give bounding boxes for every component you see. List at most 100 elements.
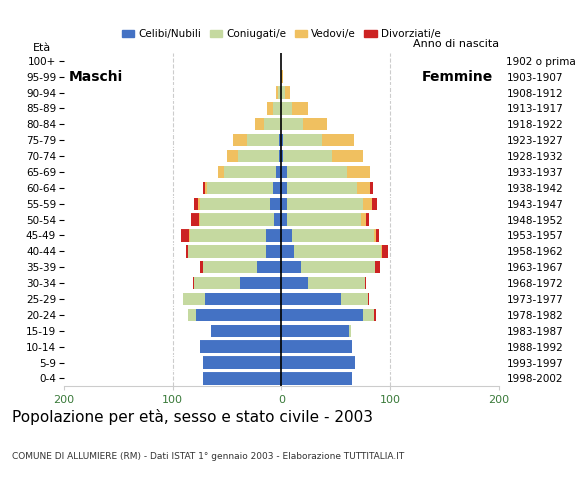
- Bar: [200, 340, 281, 353]
- Bar: [238, 150, 281, 162]
- Bar: [281, 166, 347, 178]
- Bar: [188, 309, 281, 321]
- Bar: [281, 86, 285, 99]
- Bar: [281, 71, 284, 83]
- Bar: [281, 166, 371, 178]
- Bar: [270, 197, 281, 210]
- Bar: [203, 372, 281, 384]
- Text: Popolazione per età, sesso e stato civile - 2003: Popolazione per età, sesso e stato civil…: [12, 409, 372, 425]
- Bar: [281, 340, 352, 353]
- Bar: [281, 197, 287, 210]
- Bar: [281, 229, 374, 242]
- Bar: [203, 356, 281, 369]
- Bar: [281, 102, 309, 115]
- Bar: [281, 86, 290, 99]
- Bar: [203, 261, 281, 274]
- Bar: [281, 134, 284, 146]
- Bar: [281, 261, 375, 274]
- Bar: [211, 324, 281, 337]
- Bar: [281, 102, 309, 115]
- Bar: [273, 181, 281, 194]
- Bar: [281, 277, 365, 289]
- Bar: [274, 214, 281, 226]
- Bar: [281, 134, 354, 146]
- Bar: [194, 197, 281, 210]
- Bar: [281, 197, 377, 210]
- Bar: [203, 356, 281, 369]
- Bar: [281, 372, 352, 384]
- Bar: [281, 181, 357, 194]
- Bar: [203, 372, 281, 384]
- Bar: [281, 150, 363, 162]
- Bar: [281, 356, 355, 369]
- Bar: [200, 340, 281, 353]
- Bar: [267, 102, 281, 115]
- Bar: [281, 181, 373, 194]
- Bar: [281, 340, 352, 353]
- Bar: [279, 150, 281, 162]
- Text: Maschi: Maschi: [69, 70, 124, 84]
- Bar: [183, 293, 281, 305]
- Bar: [200, 340, 281, 353]
- Bar: [281, 309, 374, 321]
- Bar: [211, 324, 281, 337]
- Bar: [281, 261, 375, 274]
- Bar: [233, 134, 281, 146]
- Bar: [188, 309, 281, 321]
- Bar: [281, 309, 363, 321]
- Bar: [281, 356, 355, 369]
- Bar: [181, 229, 281, 242]
- Bar: [281, 340, 352, 353]
- Bar: [211, 324, 281, 337]
- Bar: [281, 293, 368, 305]
- Bar: [281, 277, 309, 289]
- Bar: [218, 166, 281, 178]
- Bar: [276, 166, 281, 178]
- Bar: [203, 181, 281, 194]
- Bar: [279, 134, 281, 146]
- Bar: [281, 86, 290, 99]
- Bar: [266, 229, 281, 242]
- Bar: [200, 261, 281, 274]
- Bar: [224, 166, 281, 178]
- Bar: [281, 309, 376, 321]
- Bar: [281, 102, 292, 115]
- Bar: [281, 134, 321, 146]
- Bar: [281, 293, 369, 305]
- Bar: [281, 245, 295, 258]
- Bar: [194, 277, 281, 289]
- Bar: [281, 324, 349, 337]
- Bar: [267, 102, 281, 115]
- Text: COMUNE DI ALLUMIERE (RM) - Dati ISTAT 1° gennaio 2003 - Elaborazione TUTTITALIA.: COMUNE DI ALLUMIERE (RM) - Dati ISTAT 1°…: [12, 452, 404, 461]
- Bar: [203, 372, 281, 384]
- Bar: [264, 118, 281, 131]
- Bar: [281, 229, 379, 242]
- Bar: [281, 181, 371, 194]
- Bar: [281, 229, 292, 242]
- Bar: [205, 293, 281, 305]
- Bar: [281, 71, 284, 83]
- Bar: [281, 181, 287, 194]
- Bar: [191, 214, 281, 226]
- Bar: [203, 356, 281, 369]
- Bar: [281, 261, 301, 274]
- Bar: [281, 293, 368, 305]
- Bar: [194, 277, 281, 289]
- Bar: [188, 309, 281, 321]
- Text: Età: Età: [33, 43, 52, 53]
- Bar: [276, 86, 281, 99]
- Bar: [281, 214, 369, 226]
- Bar: [255, 118, 281, 131]
- Bar: [198, 214, 281, 226]
- Bar: [281, 356, 355, 369]
- Bar: [227, 150, 281, 162]
- Bar: [188, 245, 281, 258]
- Bar: [281, 356, 355, 369]
- Bar: [198, 197, 281, 210]
- Bar: [281, 372, 352, 384]
- Bar: [281, 150, 363, 162]
- Bar: [281, 245, 382, 258]
- Bar: [186, 245, 281, 258]
- Bar: [281, 134, 354, 146]
- Bar: [203, 356, 281, 369]
